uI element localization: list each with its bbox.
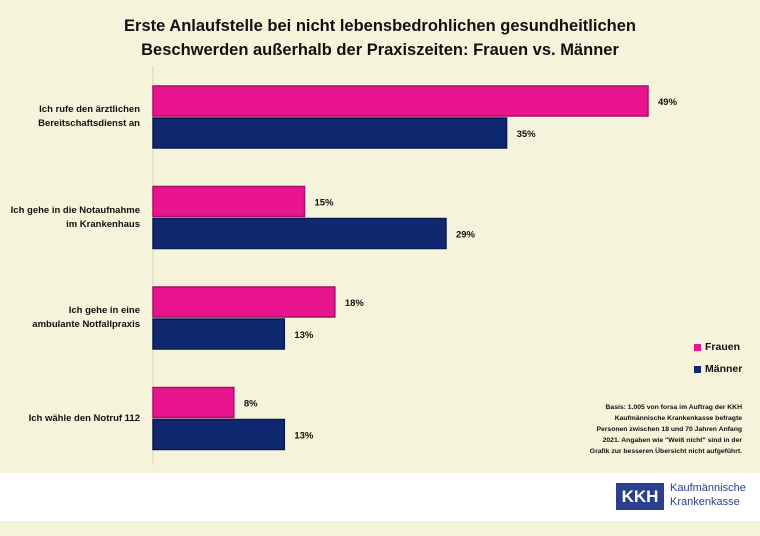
category-label-line: im Krankenhaus [66,218,140,230]
title-line: Erste Anlaufstelle bei nicht lebensbedro… [124,17,636,35]
category-label-line: Ich rufe den ärztlichen [39,104,140,115]
data-label: 35% [517,129,537,140]
bar-frauen [152,286,336,318]
note-line: Kaufmännische Krankenkasse befragte [614,415,742,422]
logo-text-line: Krankenkasse [670,496,740,508]
logo-text: Kaufmännische Krankenkasse [670,481,746,509]
category-label-line: Ich gehe in die Notaufnahme [10,204,140,216]
title-line: Beschwerden außerhalb der Praxiszeiten: … [141,41,619,59]
chart-title: Erste Anlaufstelle bei nicht lebensbedro… [0,14,760,62]
bar-maenner [152,318,286,350]
category-label-line: Ich gehe in eine [68,305,140,316]
note-line: Basis: 1.005 von forsa im Auftrag der KK… [605,404,742,411]
data-label: 8% [244,399,258,410]
bar-frauen [152,185,306,218]
legend-swatch [694,365,701,373]
data-label: 29% [456,230,476,241]
source-note: Basis: 1.005 von forsa im Auftrag der KK… [560,402,742,457]
bar-maenner [152,418,286,451]
legend-item-maenner: Männer [694,363,742,375]
legend-label: Männer [705,363,743,375]
data-label: 13% [294,431,314,442]
bar-chart: 49% 35% 15% 29% 18% 13% 8% 13% [152,66,678,465]
category-label-line: Bereitschaftsdienst an [38,118,140,129]
category-label: Ich rufe den ärztlichen Bereitschaftsdien… [0,103,140,131]
logo-text-line: Kaufmännische [670,482,746,494]
legend-label: Frauen [705,341,741,353]
note-line: Personen zwischen 18 und 70 Jahren Anfan… [596,426,742,433]
bar-maenner [152,217,447,250]
data-label: 15% [315,198,335,209]
category-label: Ich wähle den Notruf 112 [0,412,140,426]
bar-frauen [152,386,235,419]
legend-item-frauen: Frauen [694,341,740,353]
data-label: 18% [345,298,365,309]
legend-swatch [694,343,701,351]
category-label: Ich gehe in eine ambulante Notfallpraxis [0,304,140,332]
category-label: Ich gehe in die Notaufnahme im Krankenhau… [0,204,140,232]
note-line: 2021. Angaben wie "Weiß nicht" sind in d… [602,437,742,444]
bar-frauen [152,85,649,117]
data-label: 13% [294,330,314,341]
data-label: 49% [658,97,678,108]
bar-maenner [152,117,508,149]
category-label-line: ambulante Notfallpraxis [32,319,140,330]
kkh-logo: KKH [616,483,664,510]
category-label-line: Ich wähle den Notruf 112 [28,412,140,424]
note-line: Grafik zur besseren Übersicht nicht aufg… [589,448,742,455]
